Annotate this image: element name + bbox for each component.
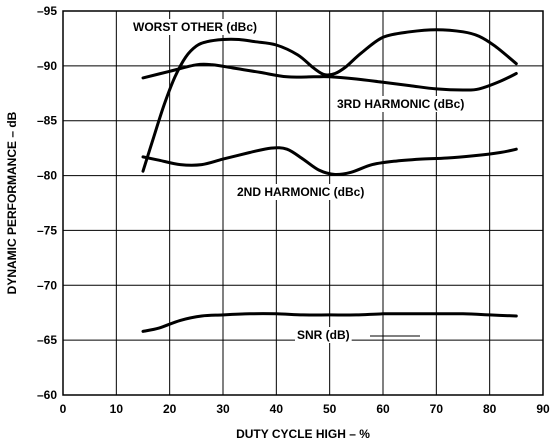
- third-harmonic-label: 3RD HARMONIC (dBc): [337, 97, 464, 111]
- plot-frame: [62, 10, 544, 396]
- y-tick-label: –65: [37, 333, 57, 347]
- x-tick-label: 80: [483, 402, 497, 416]
- x-tick-label: 10: [110, 402, 124, 416]
- y-tick-label: –60: [37, 388, 57, 402]
- x-tick-label: 30: [216, 402, 230, 416]
- x-tick-label: 70: [430, 402, 444, 416]
- worst-other-line: [141, 28, 518, 173]
- series-lines: [141, 28, 518, 333]
- snr-line: [141, 312, 518, 333]
- y-tick-label: –80: [37, 169, 57, 183]
- x-tick-label: 60: [376, 402, 390, 416]
- series-label-background: [295, 327, 352, 343]
- x-tick-label: 50: [323, 402, 337, 416]
- y-tick-label: –75: [37, 223, 57, 237]
- second-harmonic-line: [141, 146, 518, 177]
- series-label-background: [335, 96, 467, 112]
- y-tick-label: –85: [37, 114, 57, 128]
- worst-other-label: WORST OTHER (dBc): [133, 20, 257, 34]
- third-harmonic-line: [141, 62, 518, 92]
- x-tick-label: 90: [536, 402, 550, 416]
- series-label-background: [235, 184, 367, 200]
- series-label-background: [131, 19, 259, 35]
- snr-label: SNR (dB): [297, 328, 350, 342]
- x-tick-label: 0: [60, 402, 67, 416]
- y-axis-label: DYNAMIC PERFORMANCE – dB: [5, 111, 19, 294]
- x-axis-label: DUTY CYCLE HIGH – %: [236, 427, 370, 441]
- x-tick-label: 40: [270, 402, 284, 416]
- y-tick-label: –90: [37, 59, 57, 73]
- tick-labels: 0 10 20 30 40 50 60 70 80 90 –95 –90 –85 –80 –75 –70 –65…: [37, 4, 550, 416]
- x-tick-label: 20: [163, 402, 177, 416]
- y-tick-label: –70: [37, 278, 57, 292]
- series-labels: WORST OTHER (dBc) 3RD HARMONIC (dBc) 2ND H…: [131, 19, 467, 343]
- second-harmonic-label: 2ND HARMONIC (dBc): [237, 185, 364, 199]
- y-tick-label: –95: [37, 4, 57, 18]
